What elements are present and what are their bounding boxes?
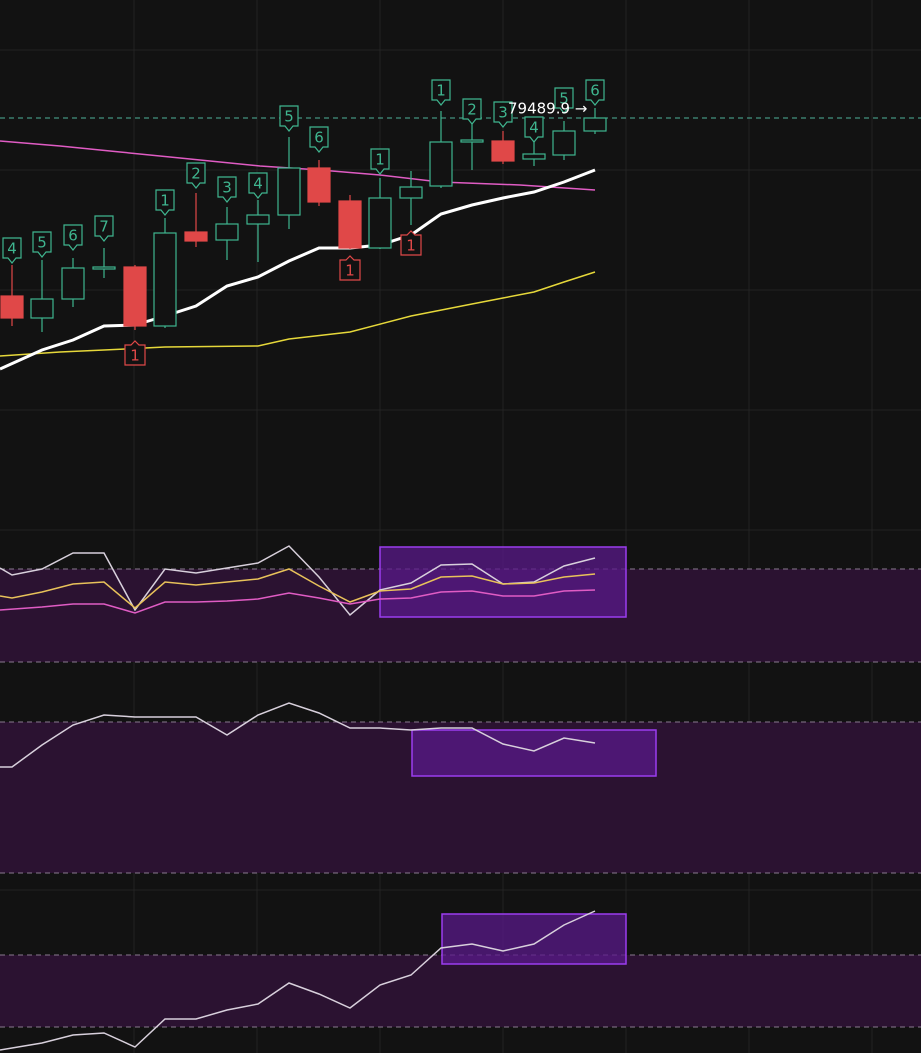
setup-marker: 4 <box>529 119 539 137</box>
candle-body <box>583 117 607 132</box>
candle-body <box>92 266 116 270</box>
setup-marker-box <box>124 340 146 366</box>
setup-marker-box <box>339 255 361 281</box>
setup-marker: 5 <box>37 234 47 252</box>
setup-marker: 1 <box>406 237 416 255</box>
setup-marker: 3 <box>222 179 232 197</box>
candle-body <box>123 266 147 327</box>
oscillators <box>0 545 596 1051</box>
candle-body <box>277 167 301 216</box>
setup-marker: 5 <box>284 108 294 126</box>
candle-body <box>552 130 576 156</box>
setup-markers: 4 5 6 7 1 2 3 4 5 6 1 1 2 3 4 5 6 1 1 1 <box>2 79 605 366</box>
candle-body <box>153 232 177 327</box>
setup-marker: 7 <box>99 218 109 236</box>
setup-marker-box <box>63 224 83 251</box>
setup-marker: 1 <box>375 151 385 169</box>
setup-marker-box <box>248 172 268 199</box>
setup-marker: 1 <box>345 262 355 280</box>
setup-marker: 2 <box>191 165 201 183</box>
setup-marker-box <box>493 101 513 128</box>
setup-marker: 6 <box>314 129 324 147</box>
setup-marker-box <box>400 230 422 256</box>
candle-body <box>491 140 515 162</box>
setup-marker-box <box>554 87 574 114</box>
candle-body <box>368 197 392 249</box>
setup-marker: 4 <box>7 240 17 258</box>
setup-marker: 3 <box>498 104 508 122</box>
setup-marker: 4 <box>253 175 263 193</box>
setup-marker-box <box>2 237 22 264</box>
setup-marker-box <box>585 79 605 106</box>
candle-body <box>215 223 239 241</box>
setup-marker: 6 <box>590 82 600 100</box>
setup-marker: 5 <box>559 90 569 108</box>
setup-marker-box <box>524 116 544 143</box>
setup-marker-box <box>431 79 451 106</box>
setup-marker-box <box>462 98 482 125</box>
setup-marker-box <box>309 126 329 153</box>
setup-marker-box <box>94 215 114 242</box>
candle-body <box>30 298 54 319</box>
candle-body <box>246 214 270 225</box>
setup-marker: 1 <box>436 82 446 100</box>
setup-marker-box <box>155 189 175 216</box>
setup-marker-box <box>186 162 206 189</box>
setup-marker-box <box>217 176 237 203</box>
candle-body <box>184 231 208 242</box>
setup-marker: 1 <box>160 192 170 210</box>
setup-marker-box <box>279 105 299 132</box>
candle-body <box>61 267 85 300</box>
setup-marker: 2 <box>467 101 477 119</box>
candle-body <box>399 186 423 199</box>
candles <box>0 108 607 332</box>
indicator-bands <box>0 546 921 1028</box>
price-label: 79489.9 → <box>508 100 587 118</box>
candle-body <box>460 139 484 143</box>
candle-body <box>0 295 24 319</box>
candle-body <box>338 200 362 249</box>
setup-marker-box <box>32 231 52 258</box>
setup-marker-box <box>370 148 390 175</box>
candle-body <box>522 153 546 160</box>
setup-marker: 6 <box>68 227 78 245</box>
candle-body <box>307 167 331 203</box>
candle-body <box>429 141 453 187</box>
setup-marker: 1 <box>130 347 140 365</box>
